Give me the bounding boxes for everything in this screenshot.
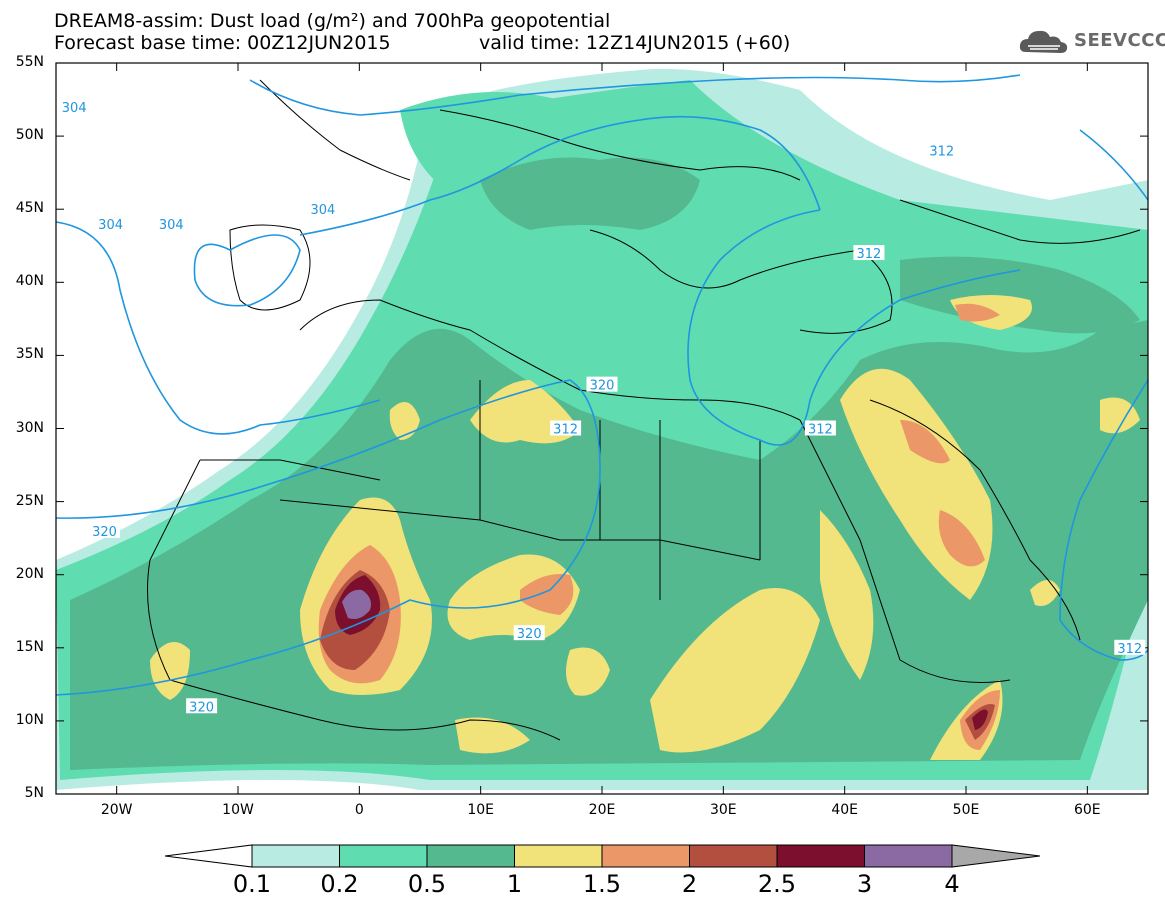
lat-tick-label: 55N — [15, 54, 44, 70]
contour-label: 312 — [1117, 642, 1142, 657]
contour-label-bg — [513, 625, 545, 641]
lon-tick-label: 40E — [831, 802, 858, 818]
contour-label: 304 — [62, 101, 87, 116]
contour-label: 312 — [929, 145, 954, 160]
seevccc-logo: SEEVCCC — [1018, 24, 1165, 58]
contour-label-bg — [926, 142, 958, 158]
colorbar-level-label: 4 — [944, 870, 960, 898]
lat-tick-label: 10N — [15, 711, 44, 728]
colorbar-level-label: 3 — [856, 870, 873, 898]
colorbar-segment — [601, 844, 690, 868]
colorbar-segment — [689, 844, 778, 868]
contour-label: 312 — [808, 423, 833, 438]
lon-tick-label: 20W — [100, 802, 133, 818]
lon-tick-label: 10E — [467, 802, 494, 818]
lat-tick-label: 35N — [15, 346, 44, 363]
colorbar-level-label: 0.1 — [232, 870, 272, 898]
lon-tick-label: 20E — [588, 802, 616, 818]
contour-label: 304 — [159, 218, 184, 233]
contour-label-bg — [95, 215, 127, 231]
contour-label-bg — [804, 420, 836, 436]
lon-tick-label: 60E — [1073, 802, 1101, 818]
colorbar-level-label: 0.2 — [320, 870, 359, 898]
contour-label: 304 — [98, 218, 123, 233]
contour-label-bg — [586, 376, 618, 392]
lat-tick-label: 40N — [15, 273, 44, 290]
contour-label-bg — [550, 420, 582, 436]
contour-label: 320 — [590, 379, 615, 394]
latitude-ticks — [56, 62, 1148, 795]
valid-time-text: valid time: 12Z14JUN2015 (+60) — [479, 32, 791, 54]
contour-label: 312 — [857, 247, 882, 262]
colorbar-over-arrow — [951, 844, 1041, 868]
colorbar-segment — [426, 844, 515, 868]
colorbar-level-label: 1 — [506, 870, 523, 898]
lat-tick-label: 45N — [15, 200, 44, 217]
dust-level-3 — [342, 589, 371, 619]
map-title: DREAM8-assim: Dust load (g/m²) and 700hP… — [54, 10, 611, 32]
contour-label: 320 — [517, 627, 542, 642]
contour-label: 312 — [553, 423, 578, 438]
lon-tick-label: 10W — [222, 802, 254, 818]
lat-tick-label: 20N — [15, 565, 44, 582]
dust-level-0.5-alps — [480, 157, 700, 230]
contour-label: 320 — [92, 525, 117, 540]
colorbar-segment — [776, 844, 865, 868]
colorbar-level-label: 0.5 — [407, 870, 447, 898]
lat-tick-label: 50N — [15, 127, 44, 144]
geopotential-contours — [56, 74, 1148, 696]
logo-text: SEEVCCC — [1074, 30, 1165, 51]
colorbar-level-label: 1.5 — [582, 870, 622, 898]
colorbar — [164, 844, 1041, 868]
colorbar-segment — [514, 844, 603, 868]
lon-tick-label: 0 — [354, 802, 364, 818]
contour-labels: 304 304 304 304 312 312 312 312 312 320 320 320 320 — [58, 98, 1146, 715]
contour-label-bg — [1114, 639, 1146, 655]
contour-label-bg — [58, 98, 90, 114]
lon-tick-label: 30E — [709, 802, 737, 818]
longitude-ticks — [116, 63, 1088, 794]
lon-tick-label: 50E — [952, 802, 980, 818]
colorbar-level-label: 2 — [681, 870, 698, 898]
colorbar-segment — [339, 844, 428, 868]
lat-tick-label: 30N — [15, 419, 44, 436]
lat-tick-label: 25N — [15, 492, 44, 509]
coastlines — [147, 79, 1141, 741]
forecast-base-time: Forecast base time: 00Z12JUN2015 valid ti… — [54, 32, 790, 54]
contour-label-bg — [155, 215, 187, 231]
contour-label-bg — [89, 522, 121, 538]
colorbar-segment — [864, 844, 953, 868]
contour-label: 320 — [189, 700, 214, 715]
contour-label: 304 — [311, 203, 336, 218]
contour-label-bg — [307, 201, 339, 217]
lat-tick-label: 15N — [15, 638, 44, 655]
contour-label-bg — [853, 245, 885, 261]
colorbar-level-label: 2.5 — [757, 870, 797, 898]
contour-label-bg — [186, 698, 218, 714]
colorbar-under-arrow — [164, 844, 253, 868]
lat-tick-label: 5N — [24, 785, 44, 801]
base-time-text: Forecast base time: 00Z12JUN2015 — [54, 32, 391, 54]
colorbar-segment — [251, 844, 340, 868]
cloud-icon — [1019, 30, 1068, 53]
dust-field — [56, 63, 1148, 794]
